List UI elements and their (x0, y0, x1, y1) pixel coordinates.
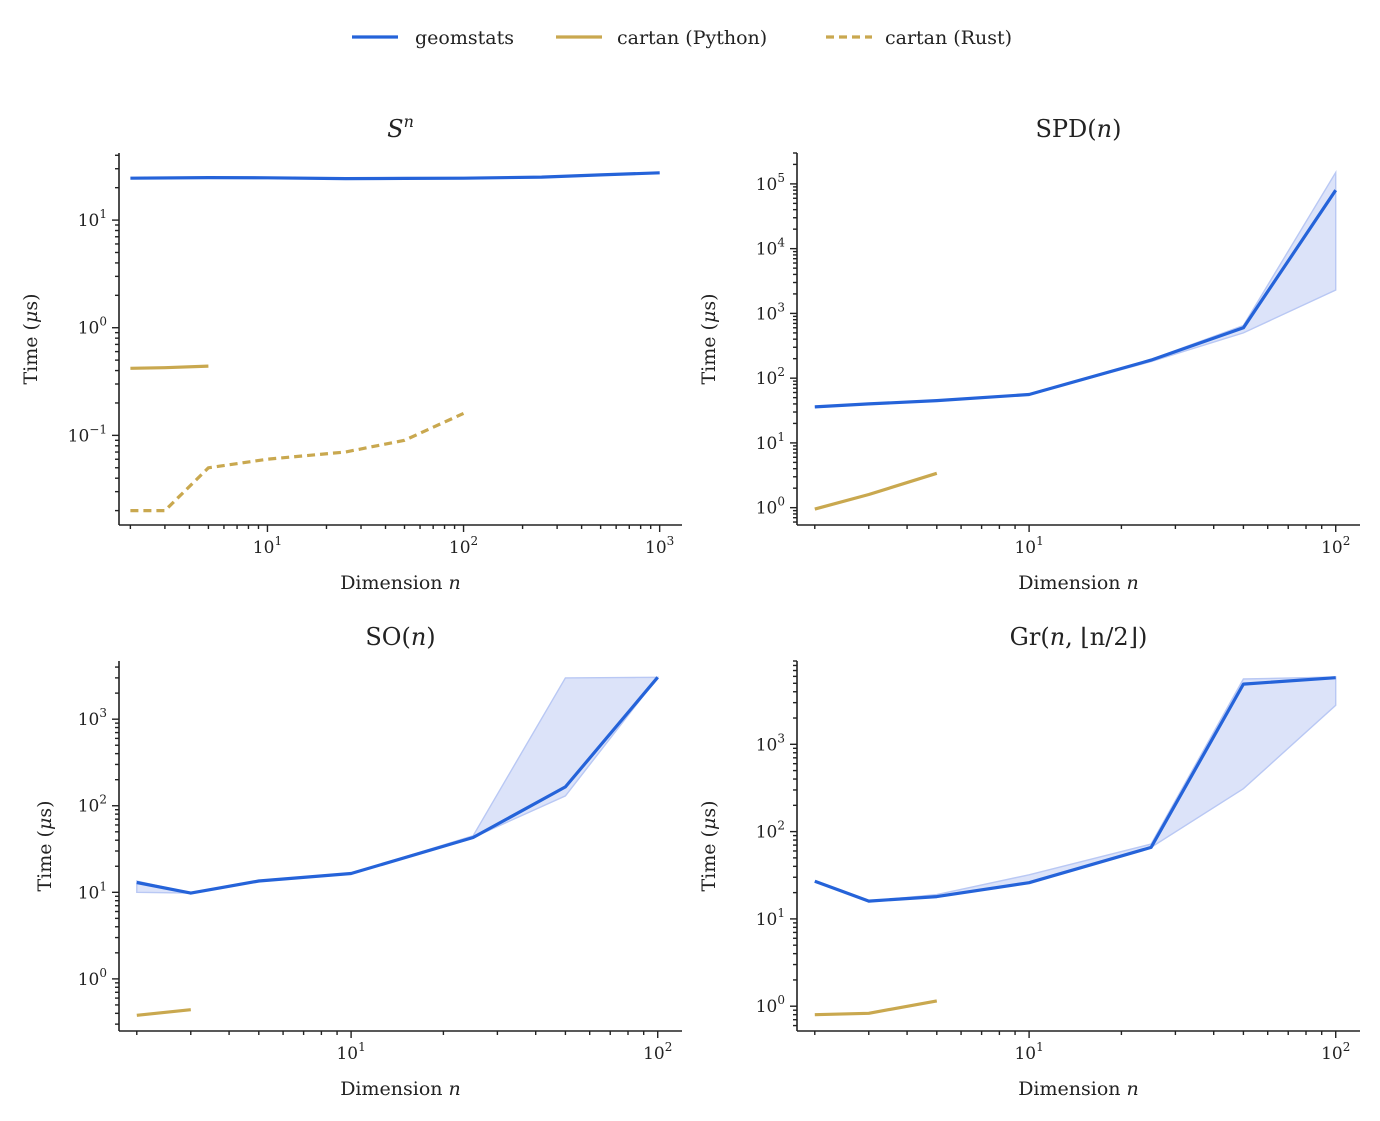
x-axis-label-3: Dimension n (1018, 1078, 1139, 1100)
y-tick-label-2-2: 102 (78, 793, 107, 817)
y-tick-label-1-0: 100 (756, 495, 785, 519)
y-tick-label-0-1: 100 (78, 315, 107, 339)
x-axis-label-2: Dimension n (340, 1078, 461, 1100)
series-line-0-1 (130, 364, 209, 370)
chart-panel-2: 101 102 100 101 102 103 SO(n) Dimension n Time (… (34, 623, 682, 1100)
x-axis-label-1: Dimension n (1018, 572, 1139, 594)
chart-title-2: SO(n) (365, 623, 435, 651)
series-line-0-2 (130, 411, 465, 513)
y-axis-label-3: Time (μs) (698, 801, 720, 892)
y-tick-label-1-2: 102 (756, 365, 785, 389)
y-tick-label-0-2: 101 (78, 207, 107, 231)
series-line-0-0 (130, 171, 660, 181)
y-tick-label-2-1: 101 (78, 879, 107, 903)
y-tick-label-1-4: 104 (756, 236, 786, 260)
y-tick-label-1-5: 105 (756, 171, 785, 195)
ticks-1 (790, 152, 1337, 532)
chart-title-3: Gr(n, ⌊n/2⌋) (1010, 623, 1148, 651)
series-line-2-0 (136, 676, 659, 895)
x-tick-label-0-0: 101 (253, 534, 282, 558)
chart-panel-1: 101 102 100 101 102 103 104 105 SPD(n) Dimension … (698, 115, 1360, 594)
y-tick-label-3-0: 100 (756, 993, 785, 1017)
x-tick-label-3-0: 101 (1014, 1040, 1043, 1064)
ticks-3 (790, 660, 1337, 1038)
x-tick-label-3-1: 102 (1321, 1040, 1350, 1064)
x-tick-label-0-2: 103 (645, 534, 674, 558)
x-tick-label-2-1: 102 (643, 1040, 672, 1064)
band-1-0 (814, 169, 1337, 408)
series-line-2-1 (136, 1008, 191, 1017)
series-line-3-1 (814, 999, 938, 1017)
chart-title-1: SPD(n) (1035, 115, 1121, 143)
legend-label-0: geomstats (415, 27, 514, 49)
series-line-1-0 (814, 189, 1338, 409)
y-tick-label-3-3: 103 (756, 731, 785, 755)
x-tick-label-2-0: 101 (336, 1040, 365, 1064)
legend: geomstats cartan (Python) cartan (Rust) (352, 27, 1012, 49)
y-tick-label-3-2: 102 (756, 819, 785, 843)
y-tick-label-3-1: 101 (756, 906, 785, 930)
y-tick-label-1-1: 101 (756, 430, 785, 454)
chart-panel-0: 101 102 103 10−1 100 101 Sn Dimension n Time (μs… (20, 112, 682, 594)
panels: 101 102 103 10−1 100 101 Sn Dimension n Time (μs… (20, 112, 1360, 1100)
y-tick-label-1-3: 103 (756, 300, 785, 324)
chart-title-0: Sn (387, 112, 414, 143)
y-tick-label-2-0: 100 (78, 966, 107, 990)
ticks-0 (112, 154, 661, 532)
x-axis-label-0: Dimension n (340, 572, 461, 594)
x-tick-label-0-1: 102 (449, 534, 478, 558)
legend-label-1: cartan (Python) (617, 27, 767, 49)
x-tick-label-1-1: 102 (1321, 534, 1350, 558)
y-axis-label-0: Time (μs) (20, 294, 42, 385)
chart-panel-3: 101 102 100 101 102 103 Gr(n, ⌊n/2⌋) Dimension … (698, 623, 1360, 1100)
legend-label-2: cartan (Rust) (885, 27, 1012, 49)
y-axis-label-2: Time (μs) (34, 801, 56, 892)
ticks-2 (112, 666, 659, 1038)
series-line-1-1 (814, 471, 938, 511)
y-axis-label-1: Time (μs) (698, 294, 720, 385)
x-tick-label-1-0: 101 (1014, 534, 1043, 558)
y-tick-label-0-0: 10−1 (68, 422, 107, 446)
y-tick-label-2-3: 103 (78, 706, 107, 730)
band-3-0 (814, 676, 1337, 902)
series-line-3-0 (814, 676, 1336, 903)
